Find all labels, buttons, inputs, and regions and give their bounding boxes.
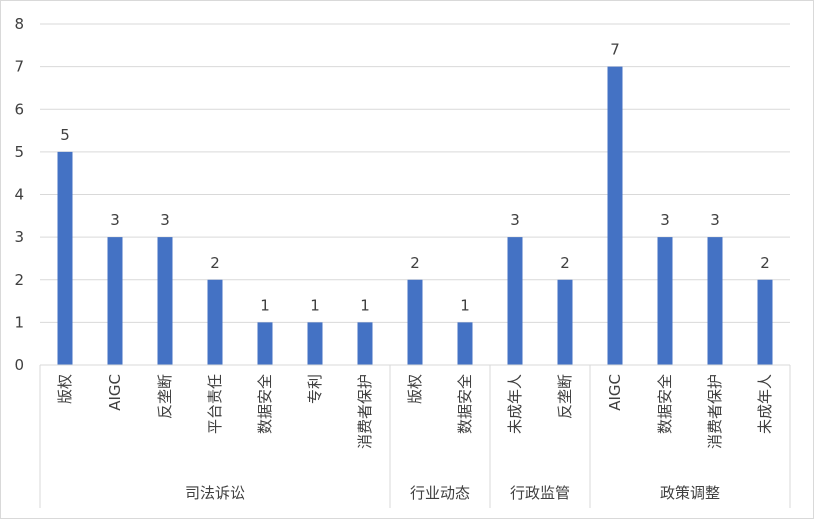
data-label: 3 [160, 211, 170, 229]
bar [157, 237, 173, 365]
category-label: 专利 [306, 374, 324, 404]
category-label: 消费者保护 [356, 374, 374, 449]
bar [607, 66, 623, 365]
y-tick-label: 6 [14, 100, 24, 118]
data-label: 2 [560, 254, 570, 272]
category-label: 数据安全 [456, 374, 474, 434]
data-label: 1 [360, 296, 370, 314]
group-label: 司法诉讼 [185, 484, 245, 502]
y-tick-label: 8 [14, 15, 24, 33]
data-label: 3 [510, 211, 520, 229]
group-label: 行业动态 [410, 484, 470, 502]
bar [757, 279, 773, 365]
category-label: AIGC [606, 374, 624, 411]
data-label: 3 [660, 211, 670, 229]
y-tick-label: 5 [14, 143, 24, 161]
category-label: 未成年人 [506, 374, 524, 434]
data-label: 2 [410, 254, 420, 272]
category-label: 消费者保护 [706, 374, 724, 449]
data-label: 5 [60, 126, 70, 144]
y-tick-label: 2 [14, 271, 24, 289]
bar [407, 279, 423, 365]
category-label: 反垄断 [556, 374, 574, 419]
y-tick-label: 7 [14, 58, 24, 76]
y-axis-ticks: 0 1 2 3 4 5 6 7 8 [14, 15, 24, 374]
y-tick-label: 4 [14, 186, 24, 204]
bar [557, 279, 573, 365]
y-tick-label: 1 [14, 313, 24, 331]
data-label: 1 [260, 296, 270, 314]
category-label: 数据安全 [656, 374, 674, 434]
data-labels: 5 3 3 2 1 1 1 2 1 3 2 7 3 3 2 [60, 41, 770, 315]
category-label: 版权 [406, 374, 424, 404]
bars [57, 66, 773, 365]
category-label: AIGC [106, 374, 124, 411]
data-label: 2 [210, 254, 220, 272]
bar [207, 279, 223, 365]
data-label: 2 [760, 254, 770, 272]
category-label: 版权 [56, 374, 74, 404]
bar [657, 237, 673, 365]
gridlines [40, 23, 790, 323]
bar [707, 237, 723, 365]
x-axis: 版权 AIGC 反垄断 平台责任 数据安全 专利 消费者保护 版权 数据安全 未成年人 反垄断 AIG… [39, 364, 791, 508]
bar [507, 237, 523, 365]
category-label: 数据安全 [256, 374, 274, 434]
bar [57, 151, 73, 365]
data-label: 3 [710, 211, 720, 229]
y-tick-label: 3 [14, 228, 24, 246]
category-label: 未成年人 [756, 374, 774, 434]
y-tick-label: 0 [14, 356, 24, 374]
data-label: 1 [460, 296, 470, 314]
bar [457, 322, 473, 365]
data-label: 3 [110, 211, 120, 229]
data-label: 7 [610, 41, 620, 59]
category-label: 平台责任 [206, 374, 224, 434]
bar [257, 322, 273, 365]
bar [357, 322, 373, 365]
category-label: 反垄断 [156, 374, 174, 419]
data-label: 1 [310, 296, 320, 314]
group-label: 行政监管 [510, 484, 570, 502]
bar [107, 237, 123, 365]
bar [307, 322, 323, 365]
group-label: 政策调整 [660, 484, 720, 502]
